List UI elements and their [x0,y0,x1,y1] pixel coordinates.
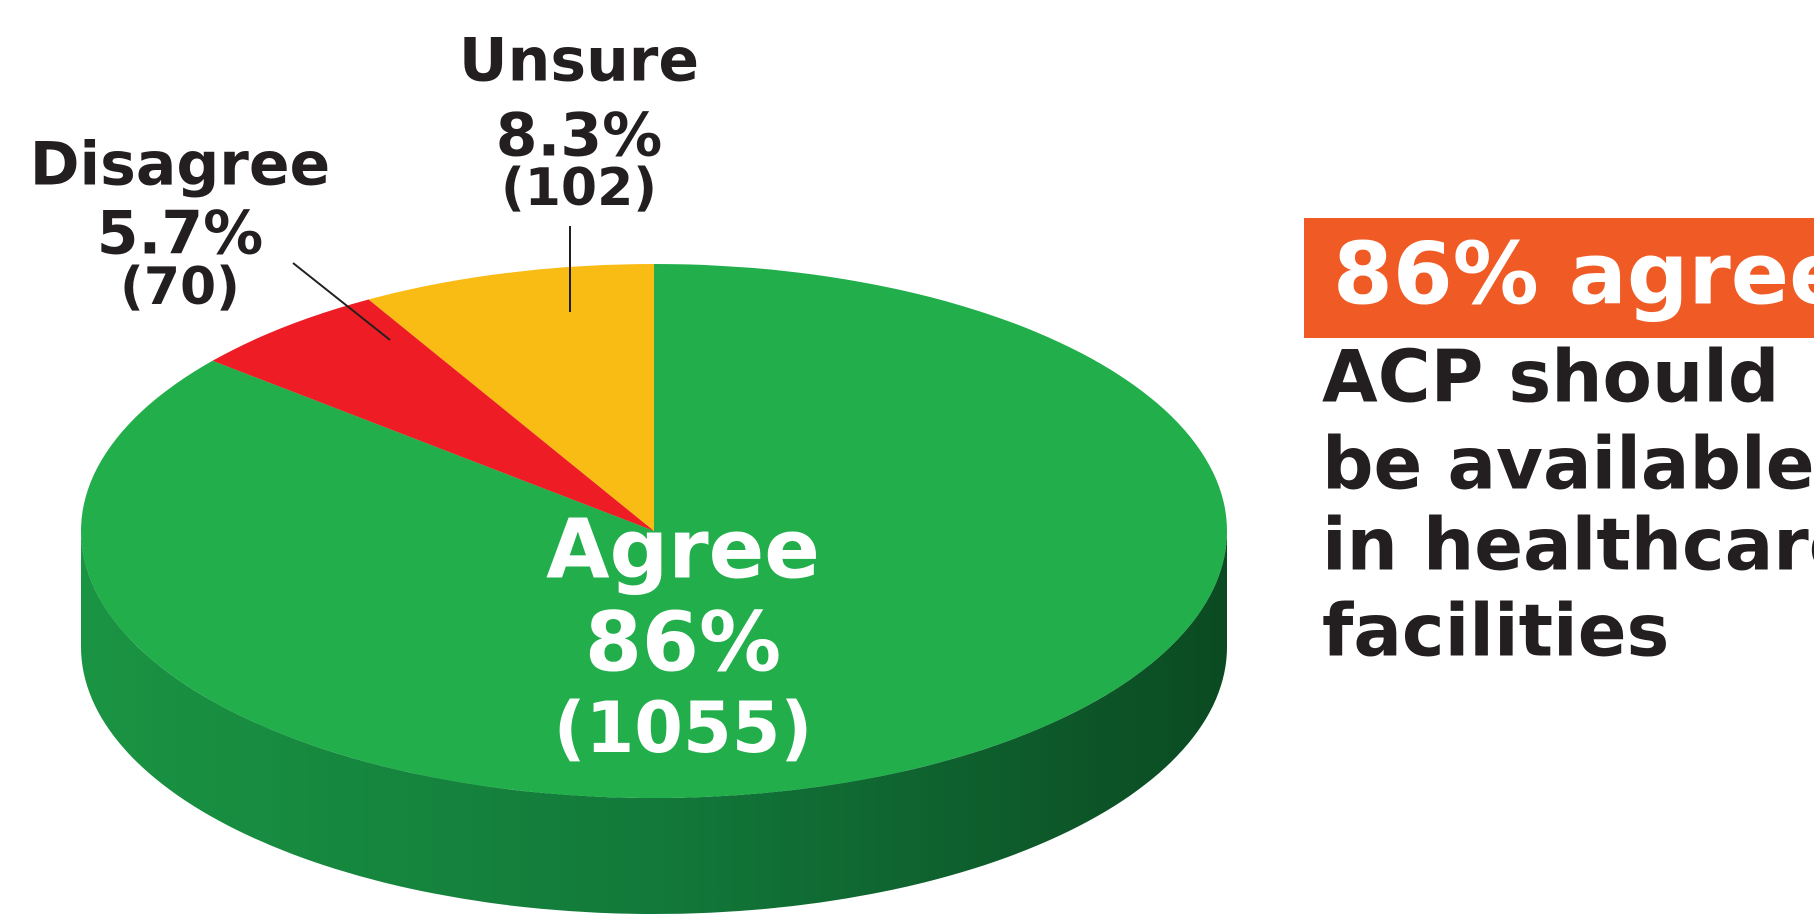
headline: 86% agree [1333,224,1814,324]
pie [81,264,1228,914]
pie-slice [368,264,654,531]
pie-side [81,531,1227,914]
slice-count: (1055) [554,687,813,769]
pie-slice [81,264,1228,798]
slice-label: Disagree [30,130,331,200]
callout-text: facilities [1322,589,1669,673]
pie-slice [212,299,654,531]
callout-text: ACP should [1322,335,1779,419]
headline-box [1304,218,1814,338]
slice-label: Agree [546,502,820,597]
callout-text: in healthcare [1322,503,1814,587]
slice-value: 86% [585,595,781,690]
callout-text: be available [1322,422,1814,506]
slice-value: 5.7% [97,199,263,269]
leader-line [292,262,391,341]
slice-count: (70) [120,257,240,317]
slice-label: Unsure [459,26,699,96]
slice-count: (102) [501,158,657,218]
slice-value: 8.3% [496,101,662,171]
